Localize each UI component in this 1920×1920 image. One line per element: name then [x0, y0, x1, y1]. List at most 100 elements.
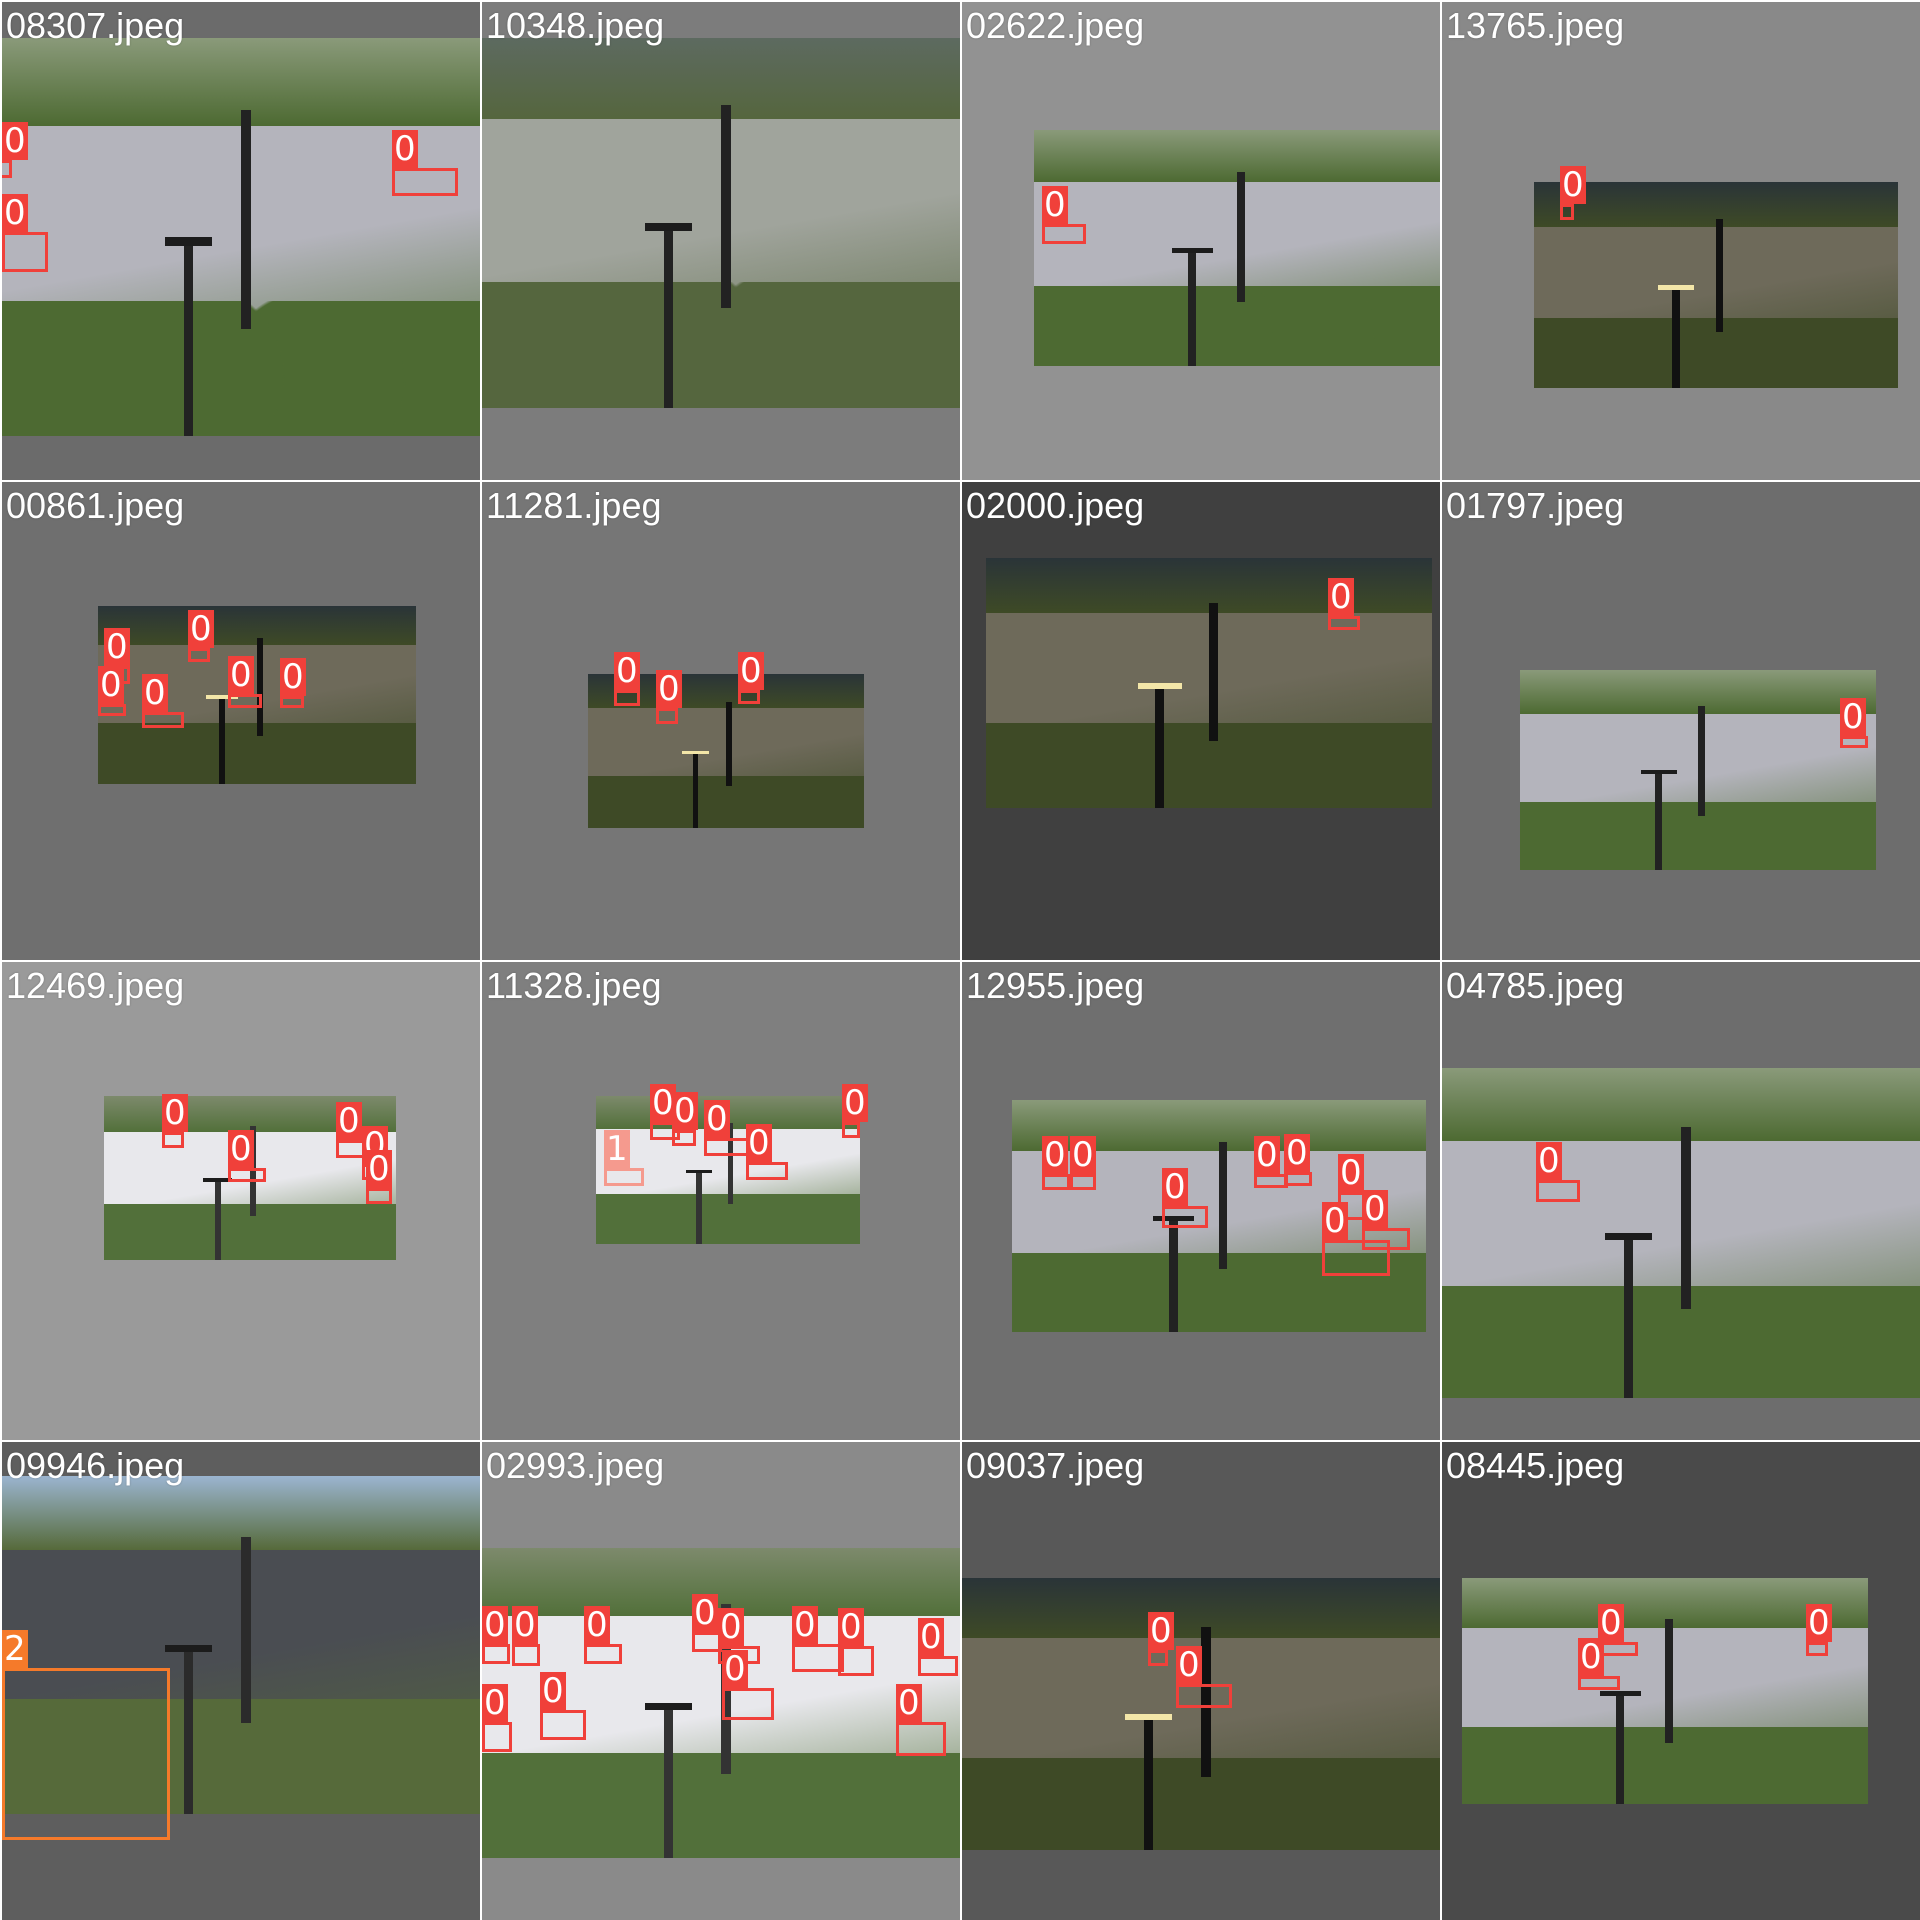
- mosaic-tile[interactable]: 13765.jpeg 0: [1442, 2, 1920, 480]
- street-lamp-pole: [663, 1703, 674, 1858]
- signal-pole: [728, 1122, 734, 1205]
- detection-class-label: 0: [672, 1091, 698, 1131]
- street-lamp-head: [1600, 1691, 1641, 1696]
- detection-box: [1322, 1240, 1390, 1276]
- detection-class-label: 0: [188, 609, 214, 649]
- detection-box: [1362, 1228, 1410, 1250]
- detection-class-label: 0: [896, 1683, 922, 1723]
- camera-frame-image: [1534, 182, 1898, 388]
- signal-pole: [241, 1536, 251, 1723]
- image-filename: 04785.jpeg: [1446, 965, 1625, 1006]
- mosaic-tile[interactable]: 02000.jpeg 0: [962, 482, 1440, 960]
- detection-box: [1148, 1650, 1168, 1666]
- detection-class-label: 2: [2, 1629, 28, 1669]
- detection-class-label: 0: [614, 651, 640, 691]
- detection-class-label: 0: [228, 655, 254, 695]
- street-lamp-head: [164, 1645, 213, 1653]
- street-lamp-pole: [1155, 683, 1165, 808]
- camera-frame-image: [986, 558, 1432, 808]
- detection-box: [1328, 616, 1360, 630]
- detection-box: [656, 708, 678, 724]
- mosaic-tile[interactable]: 02993.jpeg 0 0 0 0 0 0 0 0 0 0 0 0: [482, 1442, 960, 1920]
- street-lamp-pole: [1188, 248, 1197, 366]
- street-lamp-head: [164, 237, 213, 246]
- detection-class-label: 0: [792, 1605, 818, 1645]
- street-lamp-head: [685, 1170, 713, 1174]
- detection-box: [1284, 1172, 1312, 1186]
- mosaic-tile[interactable]: 08445.jpeg 0 0 0: [1442, 1442, 1920, 1920]
- camera-frame-image: [1520, 670, 1876, 870]
- detection-class-label: 0: [1254, 1135, 1280, 1175]
- detection-class-label: 0: [1284, 1133, 1310, 1173]
- detection-class-label: 0: [336, 1101, 362, 1141]
- signal-pole: [1665, 1618, 1674, 1743]
- detection-class-label: 0: [1560, 165, 1586, 205]
- street-lamp-head: [203, 1178, 233, 1182]
- street-lamp-head: [644, 1703, 693, 1710]
- mosaic-tile[interactable]: 12955.jpeg 0 0 0 0 0 0 0 0: [962, 962, 1440, 1440]
- detection-box: [98, 704, 126, 716]
- mosaic-tile[interactable]: 04785.jpeg 0: [1442, 962, 1920, 1440]
- detection-box: [738, 690, 760, 704]
- detection-box: [1042, 1174, 1070, 1190]
- image-filename: 11281.jpeg: [486, 485, 662, 526]
- image-filename: 02993.jpeg: [486, 1445, 665, 1486]
- detection-box: [188, 648, 210, 662]
- detection-class-label: 0: [482, 1605, 508, 1645]
- street-lamp-head: [1137, 683, 1183, 689]
- detection-class-label: 0: [142, 673, 168, 713]
- detection-class-label: 0: [1840, 697, 1866, 737]
- detection-box: [2, 232, 48, 272]
- mosaic-tile[interactable]: 11281.jpeg 0 0 0: [482, 482, 960, 960]
- street-lamp-head: [1152, 1216, 1195, 1222]
- mosaic-tile[interactable]: 11328.jpeg 1 0 0 0 0 0: [482, 962, 960, 1440]
- detection-class-label: 0: [1338, 1153, 1364, 1193]
- detection-box: [614, 690, 640, 706]
- detection-box: [2, 1668, 170, 1840]
- detection-class-label: 0: [704, 1099, 730, 1139]
- street-lamp-pole: [1143, 1714, 1154, 1850]
- street-lamp-pole: [663, 223, 674, 408]
- detection-class-label: 0: [838, 1607, 864, 1647]
- mosaic-tile[interactable]: 10348.jpeg: [482, 2, 960, 480]
- detection-box: [604, 1168, 644, 1186]
- image-filename: 00861.jpeg: [6, 485, 185, 526]
- signal-pole: [241, 109, 251, 329]
- detection-box: [2, 160, 12, 178]
- street-lamp-pole: [183, 1645, 194, 1814]
- detection-class-label: 0: [650, 1083, 676, 1123]
- camera-frame-image: [2, 1476, 480, 1814]
- detection-box: [1536, 1180, 1580, 1202]
- detection-class-label: 0: [738, 651, 764, 691]
- street-lamp-pole: [218, 695, 226, 784]
- detection-box: [692, 1632, 722, 1652]
- street-lamp-head: [681, 751, 710, 755]
- mosaic-tile[interactable]: 01797.jpeg 0: [1442, 482, 1920, 960]
- signal-pole: [1209, 603, 1218, 741]
- street-lamp-head: [1641, 770, 1677, 775]
- detection-class-label: 0: [1578, 1637, 1604, 1677]
- detection-class-label: 0: [392, 129, 418, 169]
- mosaic-tile[interactable]: 00861.jpeg 0 0 0 0 0 0: [2, 482, 480, 960]
- signal-pole: [726, 701, 732, 787]
- street-lamp-pole: [1623, 1233, 1634, 1398]
- mosaic-tile[interactable]: 09946.jpeg 2: [2, 1442, 480, 1920]
- detection-class-label: 0: [512, 1605, 538, 1645]
- signal-pole: [1681, 1127, 1691, 1309]
- street-lamp-head: [1657, 285, 1695, 290]
- detection-class-label: 0: [1042, 1135, 1068, 1175]
- detection-class-label: 0: [1362, 1189, 1388, 1229]
- detection-class-label: 0: [280, 657, 306, 697]
- detection-class-label: 0: [1322, 1201, 1348, 1241]
- mosaic-tile[interactable]: 02622.jpeg 0: [962, 2, 1440, 480]
- detection-class-label: 0: [722, 1649, 748, 1689]
- street-lamp-pole: [1616, 1691, 1625, 1804]
- detection-box: [722, 1688, 774, 1720]
- mosaic-tile[interactable]: 09037.jpeg 0 0: [962, 1442, 1440, 1920]
- detection-box: [1176, 1684, 1232, 1708]
- detection-box: [392, 168, 458, 196]
- image-filename: 10348.jpeg: [486, 5, 665, 46]
- mosaic-tile[interactable]: 12469.jpeg 0 0 0 0 0: [2, 962, 480, 1440]
- detection-class-label: 1: [604, 1129, 630, 1169]
- mosaic-tile[interactable]: 08307.jpeg 0 0 0: [2, 2, 480, 480]
